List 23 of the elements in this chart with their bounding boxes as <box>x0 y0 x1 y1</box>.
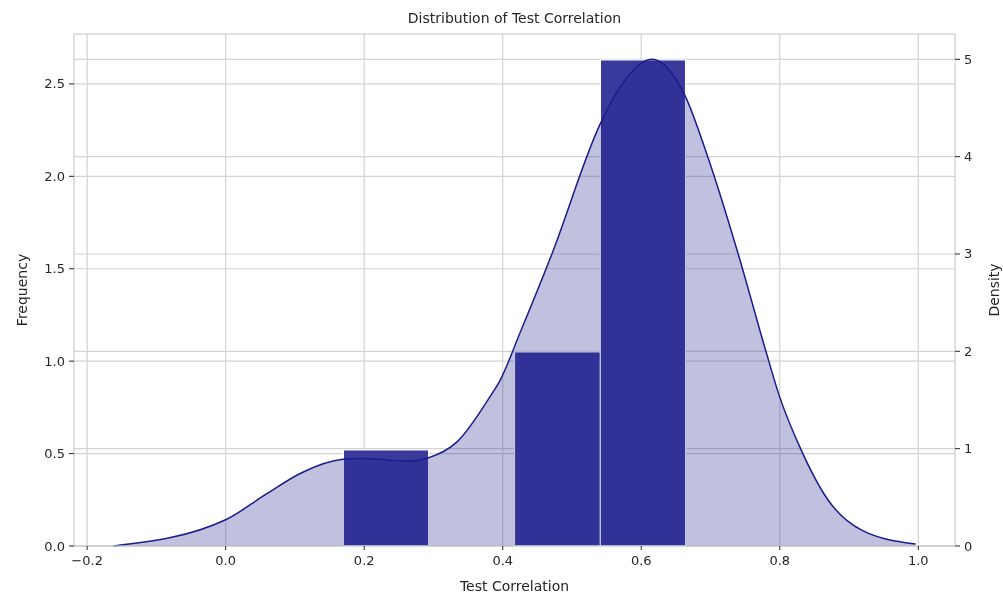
y2-tick-label: 0 <box>964 538 973 554</box>
y-tick-label: 1.5 <box>44 261 65 277</box>
y-tick-label: 2.5 <box>44 76 65 92</box>
y2-tick-label: 4 <box>964 149 973 165</box>
y-tick-label: 0.0 <box>44 538 65 554</box>
x-tick-label: 0.6 <box>630 553 652 568</box>
x-tick-label: 1.0 <box>907 553 929 568</box>
x-tick-label: −0.2 <box>71 553 103 568</box>
y-tick-label: 1.0 <box>44 353 65 369</box>
x-tick-label: 0.4 <box>492 553 514 568</box>
x-tick-label: 0.8 <box>769 553 791 568</box>
y2-tick-label: 2 <box>964 343 973 359</box>
y-tick-label: 0.5 <box>44 446 65 462</box>
x-tick-label: 0.0 <box>215 553 237 568</box>
y2-tick-label: 5 <box>964 51 973 67</box>
y2-axis-title: Density <box>986 263 1002 317</box>
x-axis-title: Test Correlation <box>458 578 570 594</box>
y-axis-title: Frequency <box>14 253 30 327</box>
x-tick-label: 0.2 <box>353 553 375 568</box>
y2-tick-label: 1 <box>964 441 973 457</box>
y-tick-label: 2.0 <box>44 168 65 184</box>
chart-title: Distribution of Test Correlation <box>407 10 622 26</box>
y2-tick-label: 3 <box>964 246 973 262</box>
